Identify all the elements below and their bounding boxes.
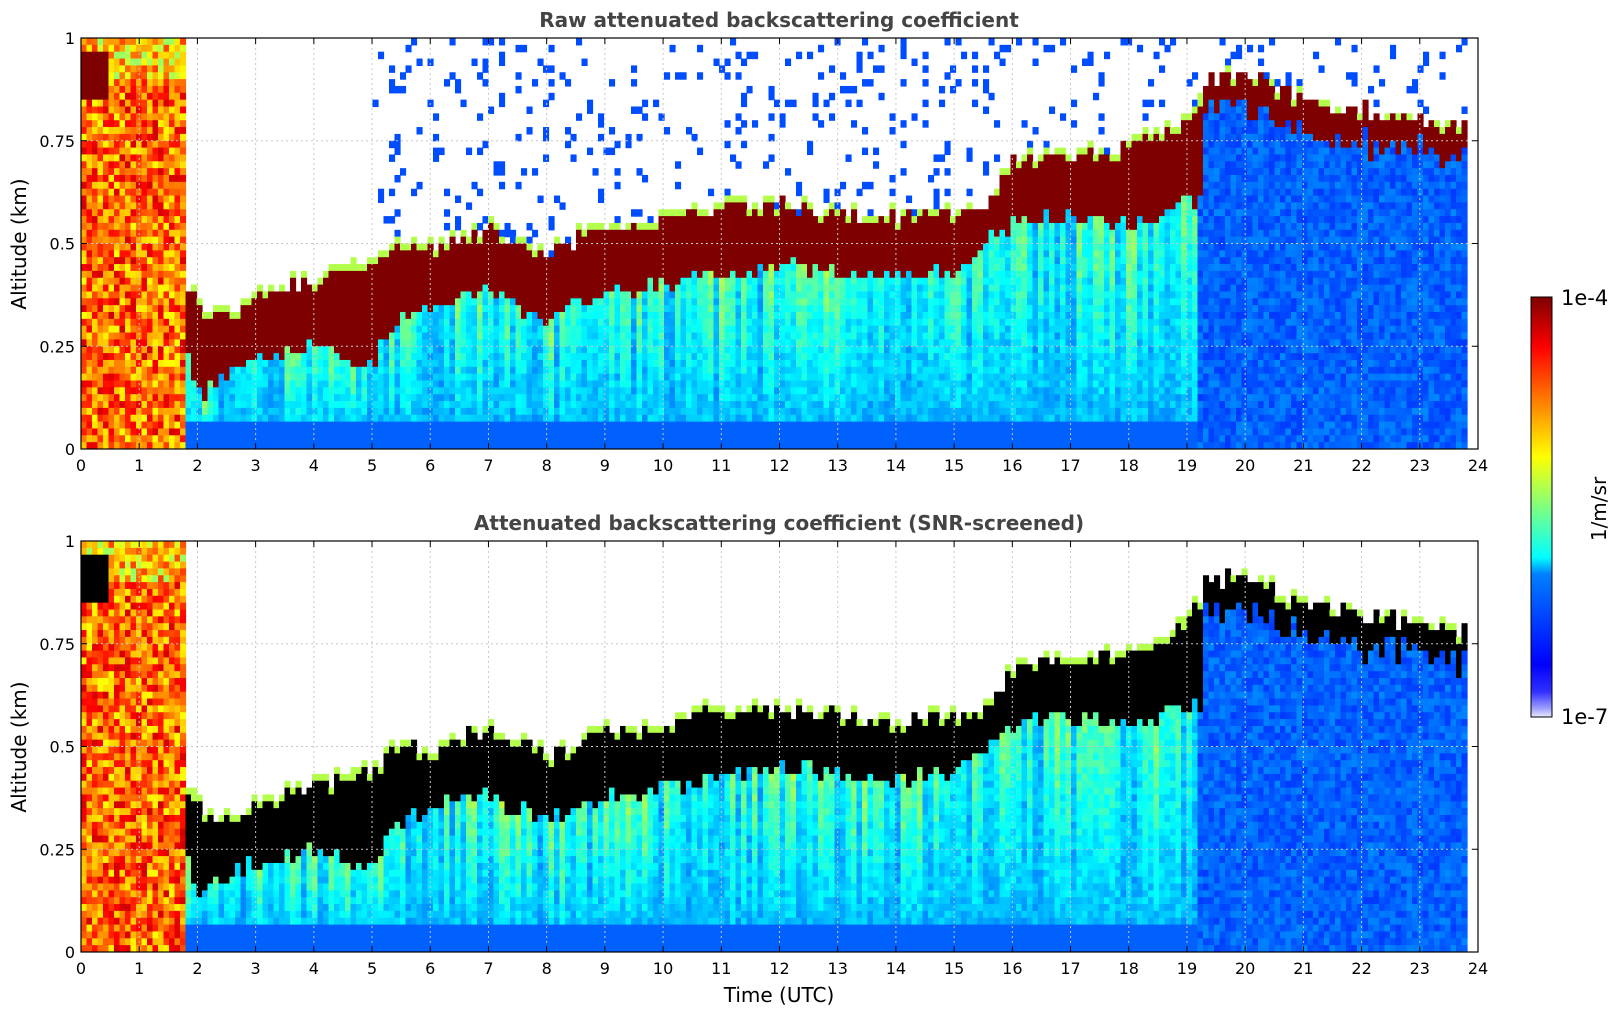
x-tick-label: 12 (769, 959, 789, 978)
x-tick-label: 9 (600, 456, 610, 475)
x-tick-label: 20 (1235, 456, 1255, 475)
heatmap-raw (81, 38, 1468, 449)
y-tick-label: 1 (65, 532, 75, 551)
y-tick-label: 0.25 (39, 337, 75, 356)
x-tick-label: 15 (944, 456, 964, 475)
panel-screened: Attenuated backscattering coefficient (S… (7, 511, 1488, 1007)
x-tick-label: 16 (1002, 959, 1022, 978)
x-tick-label: 13 (828, 456, 848, 475)
x-tick-label: 1 (134, 456, 144, 475)
y-tick-label: 0.25 (39, 840, 75, 859)
colorbar-gradient (1530, 296, 1553, 718)
y-axis-ticks: 0 0.25 0.5 0.75 1 (39, 532, 1478, 962)
x-tick-label: 8 (542, 456, 552, 475)
grid-screened (81, 541, 1478, 952)
y-tick-label: 0.75 (39, 635, 75, 654)
chart-title: Attenuated backscattering coefficient (S… (474, 511, 1084, 535)
x-tick-label: 23 (1410, 959, 1430, 978)
chart-title: Raw attenuated backscattering coefficien… (539, 8, 1019, 32)
x-tick-label: 15 (944, 959, 964, 978)
colorbar-max-label: 1e-4 (1561, 286, 1608, 310)
x-tick-label: 4 (309, 959, 319, 978)
x-axis-ticks: 0 1 2 3 4 5 6 7 8 9 10 11 12 13 14 15 16 17 18 19 20 21 22 23 24 (76, 541, 1488, 978)
x-tick-label: 3 (251, 456, 261, 475)
x-axis-ticks: 0 1 2 3 4 5 6 7 8 9 10 11 12 13 14 15 16 17 18 19 20 21 22 23 24 (76, 38, 1488, 475)
colorbar-min-label: 1e-7 (1561, 705, 1608, 729)
x-tick-label: 24 (1468, 456, 1488, 475)
x-tick-label: 10 (653, 959, 673, 978)
x-tick-label: 10 (653, 456, 673, 475)
colorbar-unit-label: 1/m/sr (1587, 476, 1611, 541)
x-axis-label: Time (UTC) (723, 983, 835, 1007)
x-tick-label: 21 (1293, 456, 1313, 475)
x-tick-label: 18 (1119, 456, 1139, 475)
x-tick-label: 21 (1293, 959, 1313, 978)
panel-raw: Raw attenuated backscattering coefficien… (7, 8, 1488, 475)
x-tick-label: 22 (1351, 456, 1371, 475)
x-tick-label: 16 (1002, 456, 1022, 475)
y-tick-label: 0 (65, 943, 75, 962)
x-tick-label: 4 (309, 456, 319, 475)
x-tick-label: 20 (1235, 959, 1255, 978)
x-tick-label: 0 (76, 456, 86, 475)
x-tick-label: 3 (251, 959, 261, 978)
y-tick-label: 0.75 (39, 132, 75, 151)
x-tick-label: 9 (600, 959, 610, 978)
x-tick-label: 17 (1060, 959, 1080, 978)
x-tick-label: 11 (711, 456, 731, 475)
y-tick-label: 0.5 (50, 738, 75, 757)
colorbar: 1e-4 1e-7 1/m/sr (1530, 286, 1611, 729)
x-tick-label: 8 (542, 959, 552, 978)
x-tick-label: 23 (1410, 456, 1430, 475)
x-tick-label: 7 (483, 959, 493, 978)
x-tick-label: 14 (886, 456, 906, 475)
x-tick-label: 12 (769, 456, 789, 475)
x-tick-label: 5 (367, 456, 377, 475)
x-tick-label: 7 (483, 456, 493, 475)
y-axis-ticks: 0 0.25 0.5 0.75 1 (39, 29, 1478, 459)
x-tick-label: 2 (192, 456, 202, 475)
x-tick-label: 18 (1119, 959, 1139, 978)
y-axis-label: Altitude (km) (7, 681, 31, 812)
x-tick-label: 19 (1177, 456, 1197, 475)
y-tick-label: 1 (65, 29, 75, 48)
x-tick-label: 5 (367, 959, 377, 978)
y-tick-label: 0.5 (50, 235, 75, 254)
x-tick-label: 24 (1468, 959, 1488, 978)
x-tick-label: 0 (76, 959, 86, 978)
heatmap-screened (81, 541, 1468, 952)
x-tick-label: 1 (134, 959, 144, 978)
x-tick-label: 13 (828, 959, 848, 978)
y-axis-label: Altitude (km) (7, 178, 31, 309)
x-tick-label: 19 (1177, 959, 1197, 978)
x-tick-label: 17 (1060, 456, 1080, 475)
grid-raw (81, 38, 1478, 449)
x-tick-label: 11 (711, 959, 731, 978)
x-tick-label: 6 (425, 959, 435, 978)
x-tick-label: 22 (1351, 959, 1371, 978)
x-tick-label: 6 (425, 456, 435, 475)
x-tick-label: 2 (192, 959, 202, 978)
y-tick-label: 0 (65, 440, 75, 459)
x-tick-label: 14 (886, 959, 906, 978)
